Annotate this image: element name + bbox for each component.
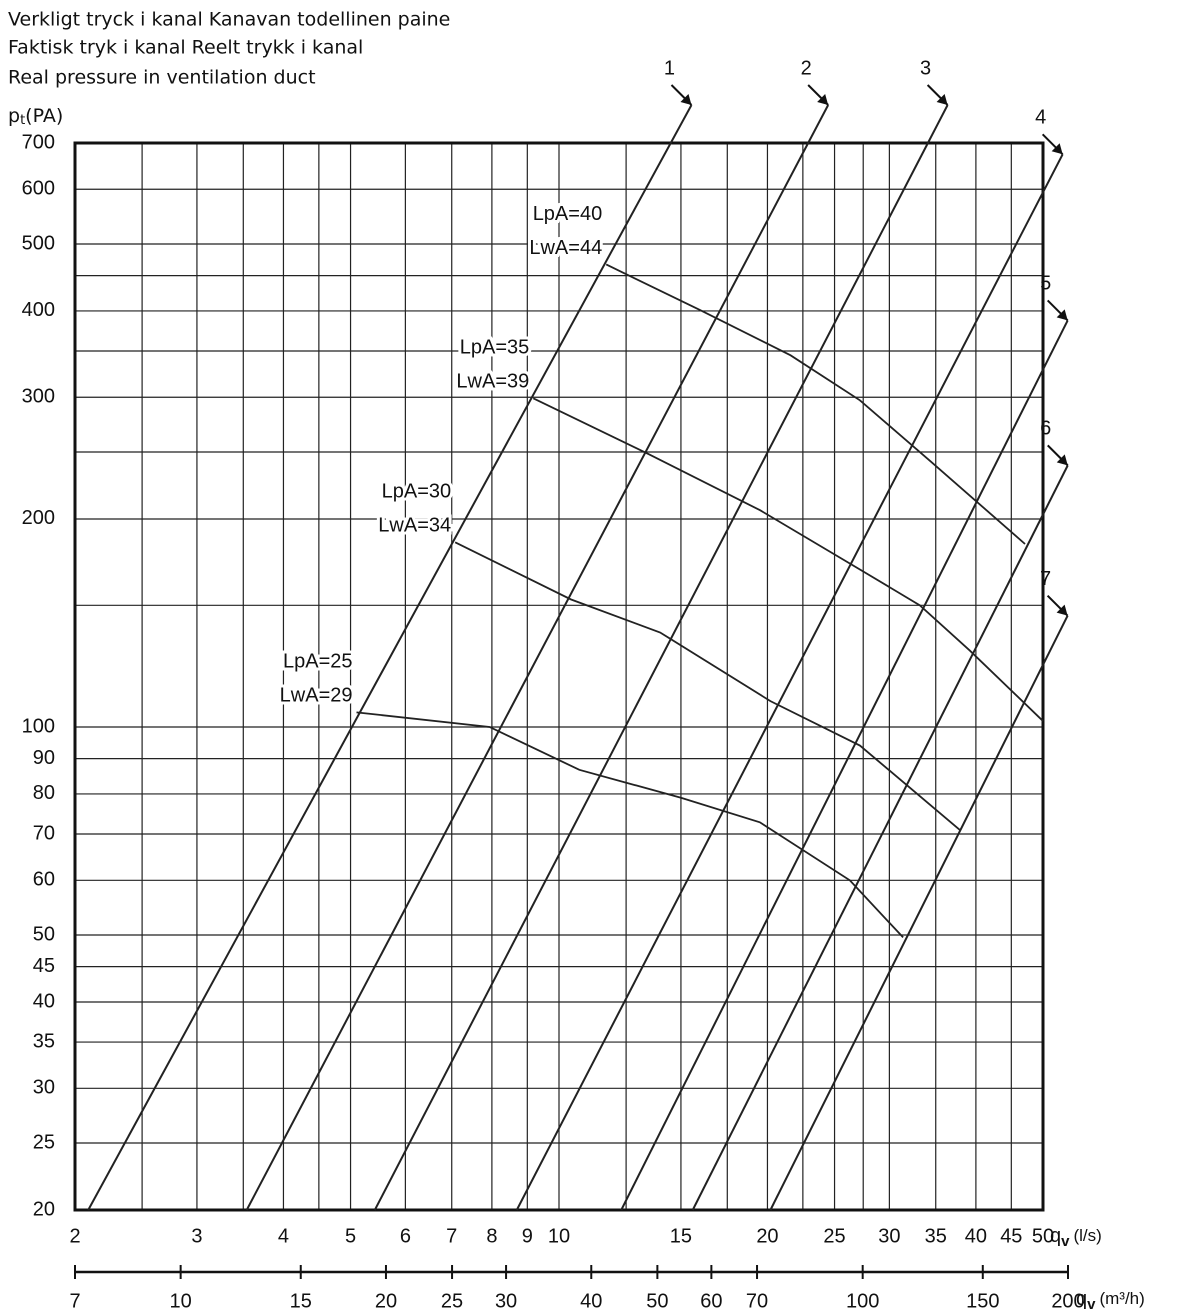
y-tick-label: 200 bbox=[22, 507, 55, 529]
x2-tick-label: 50 bbox=[646, 1290, 668, 1312]
damper-line-tail bbox=[669, 104, 693, 144]
x-tick-label: 3 bbox=[191, 1225, 202, 1247]
x-tick-label: 30 bbox=[878, 1225, 900, 1247]
damper-line-tail bbox=[1042, 615, 1069, 666]
x-tick-label: 15 bbox=[670, 1225, 692, 1247]
plot-frame bbox=[73, 141, 1045, 1212]
x2-tick-label: 7 bbox=[69, 1290, 80, 1312]
noise-curve bbox=[605, 263, 1026, 545]
x2-tick-label: 10 bbox=[170, 1290, 192, 1312]
x2-tick-label: 150 bbox=[966, 1290, 999, 1312]
series-label: 1 bbox=[664, 57, 675, 79]
lpa-label: LpA=25 bbox=[283, 651, 353, 673]
x2-tick-label: 30 bbox=[495, 1290, 517, 1312]
x2-tick-label: 25 bbox=[441, 1290, 463, 1312]
x2-tick-label: 60 bbox=[700, 1290, 722, 1312]
x-tick-label: 35 bbox=[925, 1225, 947, 1247]
damper-line bbox=[515, 191, 1044, 1211]
x2-tick-label: 70 bbox=[746, 1290, 768, 1312]
x-tick-label: 4 bbox=[278, 1225, 289, 1247]
damper-line-tail bbox=[807, 104, 830, 144]
y-tick-label: 500 bbox=[22, 232, 55, 254]
pointer-head bbox=[1056, 454, 1068, 466]
series-label: 4 bbox=[1035, 107, 1046, 129]
x2-tick-label: 40 bbox=[580, 1290, 602, 1312]
pointer-head bbox=[680, 94, 692, 105]
x-tick-label: 20 bbox=[756, 1225, 778, 1247]
damper-line bbox=[245, 142, 810, 1211]
series-label: 5 bbox=[1040, 273, 1051, 295]
series-label: 6 bbox=[1040, 418, 1051, 440]
pointer-head bbox=[936, 94, 948, 105]
y-tick-label: 700 bbox=[22, 131, 55, 153]
header-line: Verkligt tryck i kanal Kanavan todelline… bbox=[8, 9, 450, 31]
damper-line-tail bbox=[1042, 464, 1069, 515]
x2-tick-label: 200 bbox=[1051, 1290, 1084, 1312]
damper-line bbox=[691, 514, 1044, 1211]
x-tick-label: 25 bbox=[823, 1225, 845, 1247]
y-tick-label: 25 bbox=[33, 1131, 55, 1153]
x-tick-label: 45 bbox=[1000, 1225, 1022, 1247]
y-tick-label: 60 bbox=[33, 869, 55, 891]
lwa-label: LwA=39 bbox=[456, 371, 529, 393]
noise-curve bbox=[356, 711, 904, 939]
header-line: Faktisk tryk i kanal Reelt trykk i kanal bbox=[8, 37, 363, 59]
x-tick-label: 10 bbox=[548, 1225, 570, 1247]
y-tick-label: 600 bbox=[22, 178, 55, 200]
x2-axis-label: qv (m³/h) bbox=[1076, 1288, 1145, 1313]
y-tick-label: 45 bbox=[33, 955, 55, 977]
x2-tick-label: 20 bbox=[375, 1290, 397, 1312]
y-tick-label: 70 bbox=[33, 822, 55, 844]
lpa-label: LpA=40 bbox=[533, 203, 603, 225]
lpa-label: LpA=30 bbox=[382, 481, 452, 503]
damper-line bbox=[769, 664, 1044, 1211]
lwa-label: LwA=29 bbox=[280, 685, 353, 707]
x-tick-label: 2 bbox=[69, 1225, 80, 1247]
pointer-head bbox=[817, 94, 829, 105]
y-tick-label: 400 bbox=[22, 299, 55, 321]
header-line: Real pressure in ventilation duct bbox=[8, 67, 316, 89]
y-axis-label: pt(PA) bbox=[8, 105, 63, 128]
damper-line-tail bbox=[1042, 153, 1064, 193]
x-tick-label: 9 bbox=[522, 1225, 533, 1247]
y-tick-label: 300 bbox=[22, 386, 55, 408]
series-label: 2 bbox=[801, 57, 812, 79]
pointer-head bbox=[1051, 143, 1063, 155]
x-tick-label: 40 bbox=[965, 1225, 987, 1247]
series-label: 3 bbox=[920, 57, 931, 79]
y-tick-label: 30 bbox=[33, 1077, 55, 1099]
damper-line-tail bbox=[927, 104, 949, 144]
series-label: 7 bbox=[1040, 568, 1051, 590]
damper-line bbox=[620, 369, 1044, 1211]
lwa-label: LwA=44 bbox=[529, 237, 602, 259]
x-tick-label: 8 bbox=[486, 1225, 497, 1247]
y-tick-label: 50 bbox=[33, 923, 55, 945]
x-tick-label: 5 bbox=[345, 1225, 356, 1247]
damper-line bbox=[373, 142, 929, 1211]
y-tick-label: 35 bbox=[33, 1030, 55, 1052]
pointer-head bbox=[1056, 309, 1068, 321]
x2-tick-label: 100 bbox=[846, 1290, 879, 1312]
y-tick-label: 80 bbox=[33, 782, 55, 804]
x2-tick-label: 15 bbox=[290, 1290, 312, 1312]
lpa-label: LpA=35 bbox=[460, 337, 530, 359]
noise-curve bbox=[454, 541, 961, 831]
lwa-label: LwA=34 bbox=[378, 515, 451, 537]
x-axis-label: qv (l/s) bbox=[1050, 1225, 1102, 1250]
grid bbox=[74, 142, 1044, 1211]
y-tick-label: 90 bbox=[33, 747, 55, 769]
y-tick-label: 100 bbox=[22, 715, 55, 737]
x-tick-label: 7 bbox=[446, 1225, 457, 1247]
x-tick-label: 50 bbox=[1032, 1225, 1054, 1247]
y-tick-label: 40 bbox=[33, 990, 55, 1012]
x-tick-label: 6 bbox=[400, 1225, 411, 1247]
damper-line bbox=[87, 142, 672, 1211]
noise-curve bbox=[532, 397, 1044, 722]
damper-line-tail bbox=[1042, 319, 1069, 371]
y-tick-label: 20 bbox=[33, 1198, 55, 1220]
pointer-head bbox=[1056, 604, 1068, 616]
